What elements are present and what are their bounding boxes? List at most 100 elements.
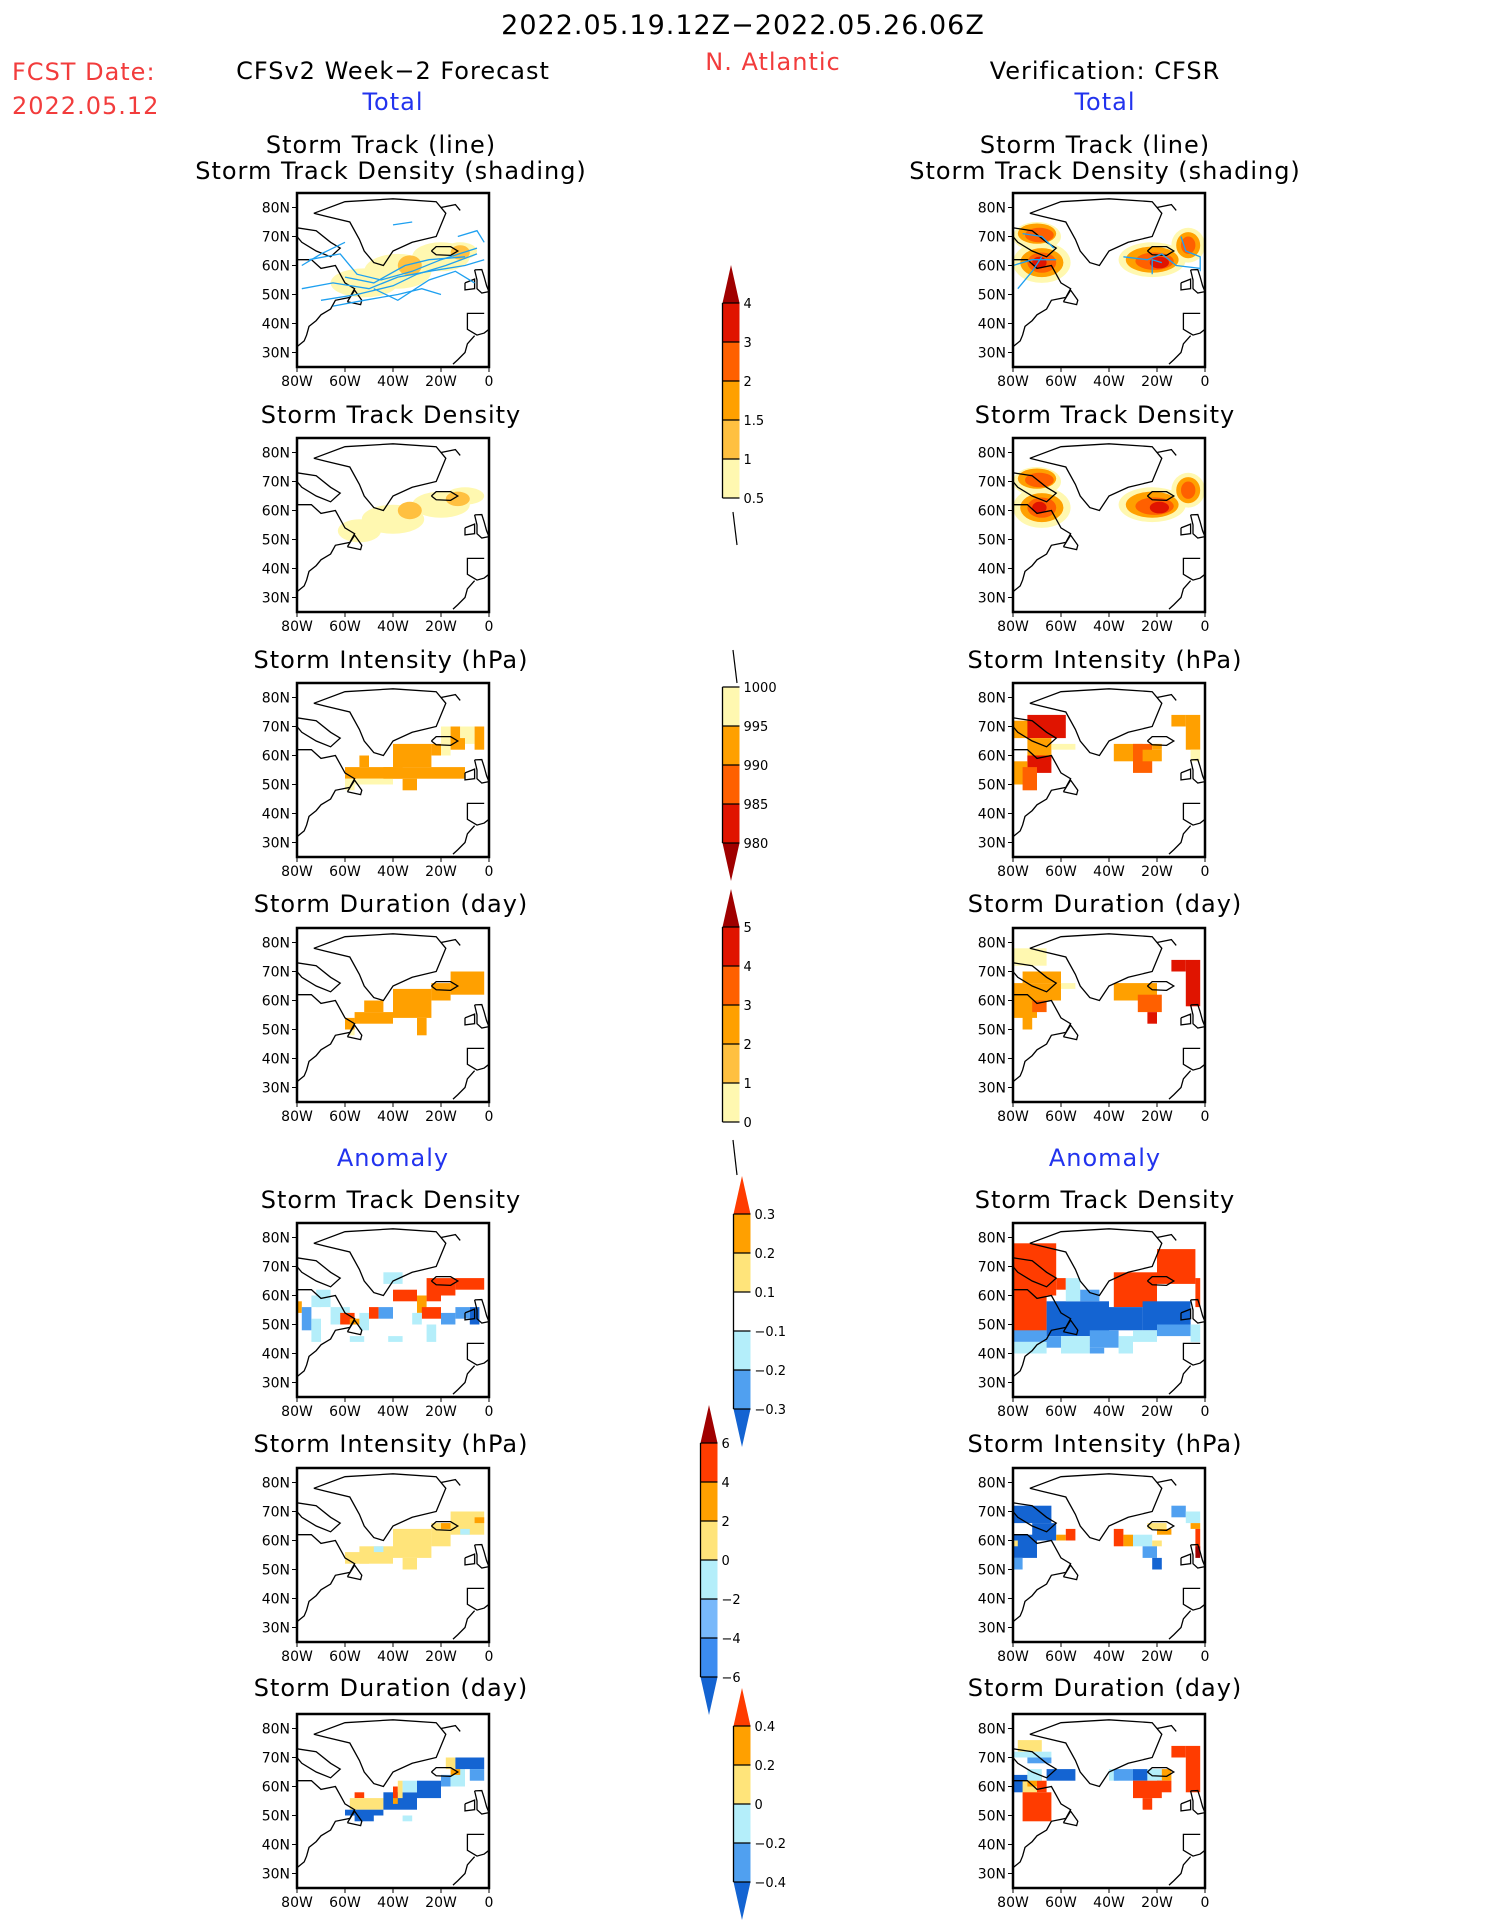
x-tick-label: 0	[485, 374, 494, 390]
grid-cell	[359, 755, 369, 768]
grid-cell	[1061, 983, 1076, 989]
colorbar-extend-min	[733, 1882, 751, 1920]
grid-cell	[1027, 714, 1066, 739]
colorbar-label: −0.2	[755, 1837, 787, 1852]
coastline	[473, 1543, 489, 1569]
colorbar-segment	[722, 966, 740, 1005]
grid-cell	[349, 1798, 384, 1810]
coastline	[464, 1013, 476, 1026]
x-tick-label: 40W	[1093, 1895, 1125, 1911]
storm-track-line	[1017, 256, 1043, 290]
coastline	[440, 1478, 461, 1486]
x-tick-label: 80W	[997, 864, 1029, 880]
x-tick-label: 20W	[425, 1649, 457, 1665]
grid-cell	[311, 1295, 321, 1308]
coastline	[1180, 1799, 1192, 1812]
colorbar-label: 3	[744, 999, 752, 1014]
coastline	[466, 1587, 489, 1611]
coastline	[1146, 736, 1176, 747]
coastline	[1062, 533, 1079, 551]
y-tick-label: 50N	[978, 288, 1006, 304]
coastline	[1013, 1780, 1072, 1869]
grid-cell	[1185, 1745, 1201, 1793]
coastline	[346, 1023, 363, 1041]
grid-cell	[349, 1318, 360, 1325]
map-content	[1013, 193, 1205, 367]
coastline	[1062, 1318, 1079, 1336]
coastline	[452, 580, 476, 610]
x-tick-label: 40W	[1093, 1404, 1125, 1420]
panel-title: Storm Track (line)	[265, 131, 497, 159]
y-tick-label: 80N	[262, 1476, 290, 1492]
y-tick-label: 40N	[262, 807, 290, 823]
y-tick-label: 60N	[262, 1289, 290, 1305]
coastline	[1182, 1342, 1205, 1366]
x-tick-label: 80W	[281, 1109, 313, 1125]
coastline	[452, 1856, 476, 1886]
x-tick-label: 20W	[1141, 864, 1173, 880]
grid-cell	[1022, 1792, 1052, 1822]
coastline	[464, 1308, 476, 1321]
map-panel-va_duration: 30N 40N 50N 60N 70N 80N 80W 60W 40W 20W 0	[978, 1712, 1209, 1911]
panel-title: Storm Duration (day)	[253, 1674, 529, 1702]
map-panel-fc_density: 30N 40N 50N 60N 70N 80N 80W 60W 40W 20W 0	[262, 436, 493, 635]
coastline	[1180, 1553, 1192, 1566]
grid-cell	[1089, 1330, 1119, 1348]
coastline	[297, 259, 356, 348]
coastline	[1180, 768, 1192, 781]
x-tick-label: 60W	[329, 1895, 361, 1911]
colorbar-label: 0.4	[755, 1720, 776, 1735]
grid-cell	[393, 1798, 398, 1804]
coastline	[473, 1789, 489, 1815]
grid-cell	[455, 1757, 485, 1770]
grid-cell	[345, 1809, 384, 1816]
coastline	[297, 962, 342, 993]
coastline	[1146, 1767, 1176, 1778]
y-tick-label: 50N	[978, 1809, 1006, 1825]
grid-cell	[1171, 714, 1186, 727]
colorbar-label: 6	[722, 1437, 730, 1452]
grid-cell	[311, 1318, 321, 1342]
coastline	[1189, 1789, 1205, 1815]
coastline	[346, 1809, 363, 1827]
map-content	[297, 1468, 489, 1642]
y-tick-label: 80N	[978, 1722, 1006, 1738]
grid-cell	[1022, 767, 1037, 791]
y-tick-label: 40N	[978, 1347, 1006, 1363]
colorbar-label: 990	[744, 759, 769, 774]
grid-cell	[441, 1312, 456, 1325]
panel-title: Storm Duration (day)	[253, 890, 529, 918]
coastline	[1013, 504, 1072, 593]
coastline	[1013, 749, 1072, 838]
coastline	[1189, 268, 1205, 294]
grid-cell	[1013, 1243, 1057, 1296]
x-tick-label: 40W	[377, 619, 409, 635]
x-tick-label: 80W	[997, 1649, 1029, 1665]
grid-cell	[1037, 1780, 1047, 1793]
y-tick-label: 30N	[262, 1376, 290, 1392]
coastline	[430, 1521, 460, 1532]
y-tick-label: 40N	[978, 1052, 1006, 1068]
colorbar-label: 4	[744, 960, 752, 975]
colorbar-label: 0.5	[744, 492, 765, 507]
coastline	[1182, 1047, 1205, 1071]
coastline	[1168, 1856, 1192, 1886]
grid-cell	[383, 1272, 403, 1284]
x-tick-label: 60W	[329, 864, 361, 880]
colorbar-segment	[733, 1331, 751, 1370]
map-content	[297, 438, 489, 612]
x-tick-label: 20W	[425, 1895, 457, 1911]
x-tick-label: 40W	[1093, 1649, 1125, 1665]
colorbar-segment	[722, 804, 740, 843]
grid-cell	[359, 1546, 393, 1564]
coastline	[1062, 1809, 1079, 1827]
colorbar-segment	[733, 1214, 751, 1253]
grid-cell	[388, 1336, 403, 1342]
coastline	[1013, 1257, 1058, 1288]
colorbar-label: 2	[744, 375, 752, 390]
grid-cell	[1109, 1307, 1143, 1331]
colorbar-segment	[722, 1083, 740, 1122]
right-anomaly-label: Anomaly	[1048, 1144, 1162, 1172]
map-panel-va_density: 30N 40N 50N 60N 70N 80N 80W 60W 40W 20W 0	[978, 1221, 1209, 1420]
